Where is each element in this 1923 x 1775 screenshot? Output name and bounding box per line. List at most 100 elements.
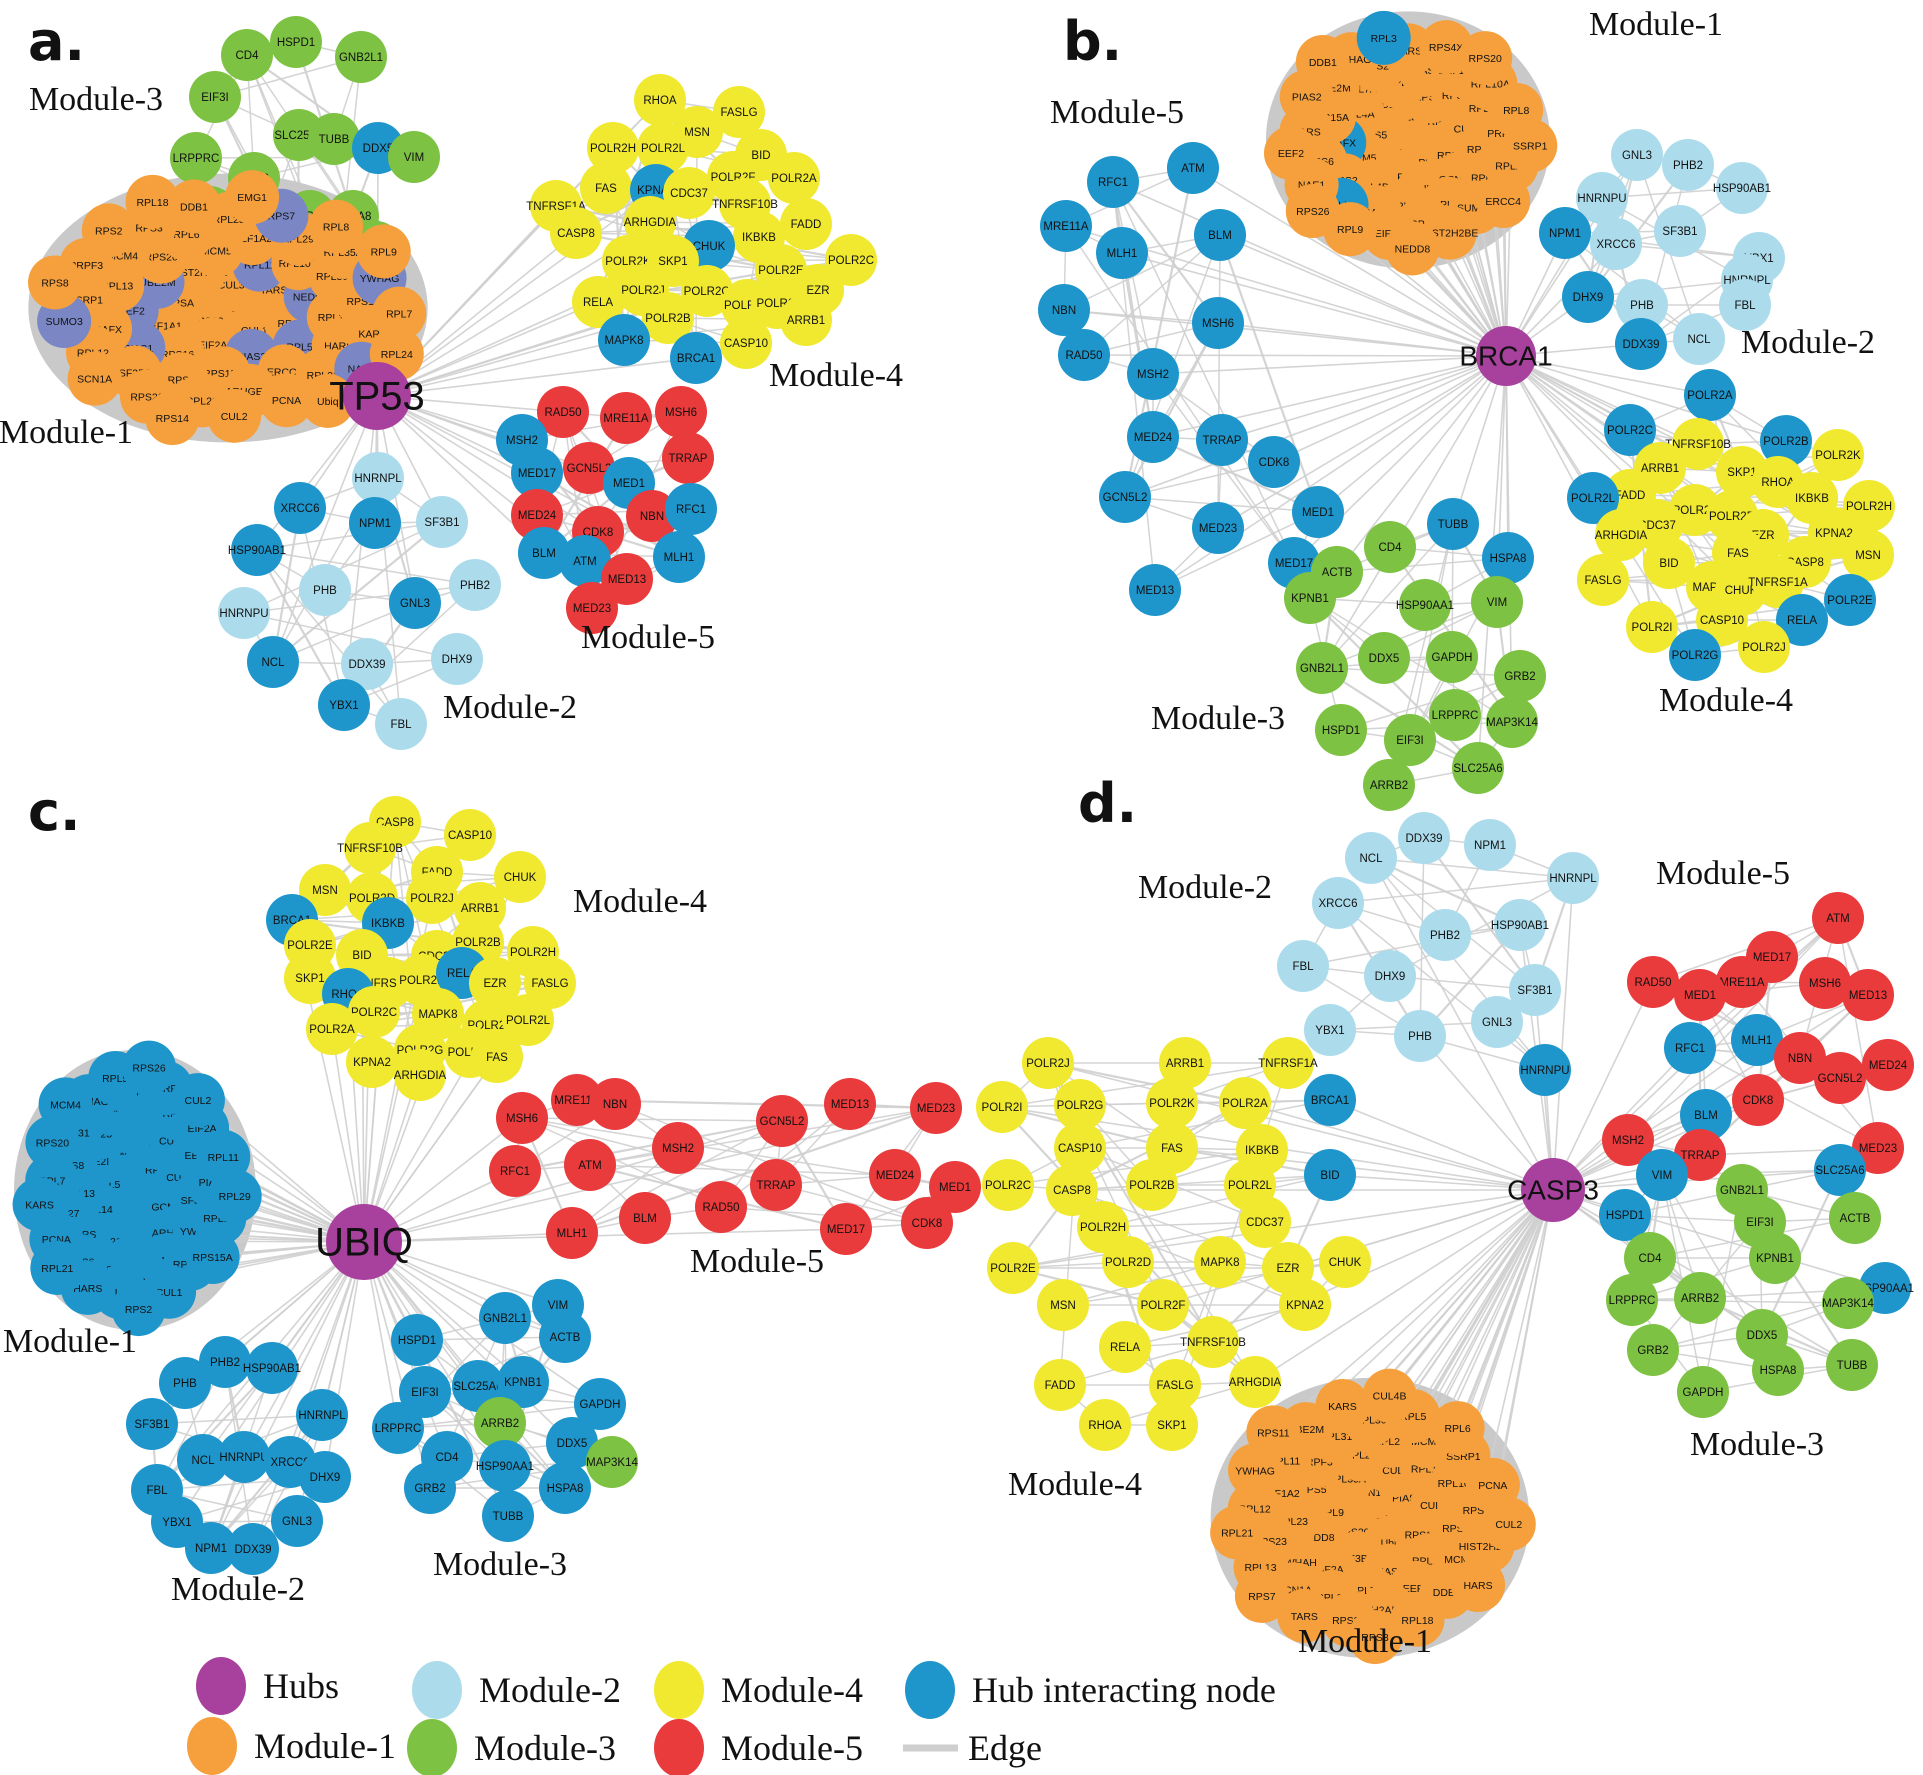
- svg-text:PIAS2: PIAS2: [1292, 92, 1322, 104]
- edge: [1192, 167, 1507, 357]
- node-casp8: [1046, 1164, 1098, 1216]
- node-hspd1: [1315, 704, 1367, 756]
- svg-text:LRPPRC: LRPPRC: [375, 1423, 422, 1435]
- svg-text:MSH6: MSH6: [506, 1113, 538, 1125]
- svg-text:POLR2K: POLR2K: [399, 975, 445, 987]
- node-hnrnpl: [352, 452, 404, 504]
- edge: [1217, 234, 1221, 529]
- node-gnl3: [1471, 996, 1523, 1048]
- svg-text:POLR2H: POLR2H: [590, 143, 636, 155]
- svg-text:DDX39: DDX39: [1622, 339, 1659, 351]
- cluster-label-module-2: Module-2: [1741, 324, 1875, 361]
- svg-text:POLR2E: POLR2E: [1827, 595, 1873, 607]
- node-skp1: [1146, 1399, 1198, 1451]
- svg-text:MED13: MED13: [608, 574, 646, 586]
- edge: [1171, 1147, 1554, 1191]
- svg-text:MAPK8: MAPK8: [419, 1009, 458, 1021]
- edge: [1124, 322, 1219, 498]
- node-tubb: [1427, 498, 1479, 550]
- svg-text:KARS: KARS: [1328, 1401, 1357, 1413]
- node-sf3b1: [126, 1398, 178, 1450]
- legend-swatch-module4: [654, 1661, 704, 1719]
- svg-text:GNB2L1: GNB2L1: [339, 52, 383, 64]
- node-rps8: [28, 255, 83, 310]
- svg-text:KPNA2: KPNA2: [1286, 1300, 1324, 1312]
- node-phb: [1394, 1010, 1446, 1062]
- svg-text:ARRB1: ARRB1: [461, 903, 499, 915]
- svg-text:MSN: MSN: [684, 127, 710, 139]
- nodes-layer: CASP8CASP10TNFRSF10BFADDCHUKMSNPOLR2DPOL…: [12, 796, 981, 1575]
- node-mapk8: [598, 314, 650, 366]
- svg-text:HARS: HARS: [1463, 1580, 1492, 1592]
- node-cul2: [1481, 1497, 1536, 1552]
- node-kars: [12, 1177, 67, 1232]
- cluster-label-module-5: Module-5: [690, 1243, 824, 1280]
- node-eif3i: [399, 1366, 451, 1418]
- svg-text:GRB2: GRB2: [1637, 1345, 1668, 1357]
- edge: [1317, 355, 1507, 513]
- node-emg1: [225, 170, 280, 225]
- node-rps26: [1285, 184, 1340, 239]
- edge: [1505, 355, 1787, 442]
- svg-text:POLR2J: POLR2J: [1742, 642, 1785, 654]
- cluster-label-module-3: Module-3: [1151, 700, 1285, 737]
- svg-text:TNFRSF1A: TNFRSF1A: [1748, 577, 1808, 589]
- node-dhx9: [299, 1451, 351, 1503]
- svg-text:YWHAG: YWHAG: [1235, 1465, 1275, 1477]
- edge: [1102, 1221, 1266, 1228]
- node-ncl: [1345, 832, 1397, 884]
- svg-text:MRE11A: MRE11A: [554, 1095, 599, 1107]
- svg-text:RPS20: RPS20: [1469, 53, 1502, 65]
- svg-text:SF3B1: SF3B1: [1517, 985, 1552, 997]
- svg-text:HSPD1: HSPD1: [1322, 725, 1360, 737]
- svg-text:FAS: FAS: [1727, 548, 1749, 560]
- svg-text:CD4: CD4: [435, 1452, 459, 1464]
- svg-text:CASP8: CASP8: [376, 817, 414, 829]
- svg-text:NPM1: NPM1: [1549, 228, 1581, 240]
- edge: [1217, 355, 1507, 529]
- edge: [1837, 917, 1879, 1149]
- node-polr2c: [982, 1159, 1034, 1211]
- svg-text:CHUK: CHUK: [1725, 585, 1758, 597]
- svg-text:HSP90AB1: HSP90AB1: [1491, 920, 1549, 932]
- cluster-label-module-1: Module-1: [3, 1323, 137, 1360]
- node-med1: [1674, 969, 1726, 1021]
- node-arhgdia: [1229, 1356, 1281, 1408]
- node-msn: [1037, 1279, 1089, 1331]
- node-rpl9: [356, 224, 411, 279]
- svg-text:POLR2E: POLR2E: [990, 1263, 1036, 1275]
- edge: [1120, 252, 1155, 438]
- node-hnrnpu: [1576, 172, 1628, 224]
- svg-text:PHB2: PHB2: [1673, 160, 1703, 172]
- svg-text:FBL: FBL: [146, 1485, 168, 1497]
- node-casp8: [550, 207, 602, 259]
- svg-text:RPL6: RPL6: [1444, 1423, 1470, 1435]
- node-tnfrsf1a: [1752, 556, 1804, 608]
- edge: [521, 1117, 722, 1208]
- svg-text:MSH6: MSH6: [1202, 318, 1234, 330]
- edge: [376, 395, 416, 604]
- node-ddx39: [227, 1523, 279, 1575]
- node-faslg: [1149, 1359, 1201, 1411]
- svg-text:MED13: MED13: [1849, 990, 1887, 1002]
- node-ubiq: [300, 373, 355, 428]
- edge: [1337, 877, 1574, 904]
- node-chuk: [494, 851, 546, 903]
- hub-label: UBIQ: [315, 1221, 413, 1265]
- node-gnb2l1: [479, 1292, 531, 1344]
- svg-text:RHOA: RHOA: [1088, 1420, 1122, 1432]
- hub-node-ubiq: [326, 1204, 402, 1280]
- svg-text:POLR2C: POLR2C: [1607, 425, 1653, 437]
- edge: [271, 507, 302, 663]
- svg-text:MSH2: MSH2: [662, 1143, 694, 1155]
- svg-text:SLC25A6: SLC25A6: [1453, 763, 1502, 775]
- legend: Hubs Module-2 Module-4 Hub interacting node…: [187, 1657, 1276, 1775]
- node-nbn: [589, 1078, 641, 1130]
- node-polr2e: [1824, 574, 1876, 626]
- svg-text:FASLG: FASLG: [531, 978, 568, 990]
- edge: [272, 521, 443, 663]
- edge: [1302, 924, 1521, 967]
- node-sf3b1: [1654, 205, 1706, 257]
- svg-text:GNL3: GNL3: [282, 1516, 312, 1528]
